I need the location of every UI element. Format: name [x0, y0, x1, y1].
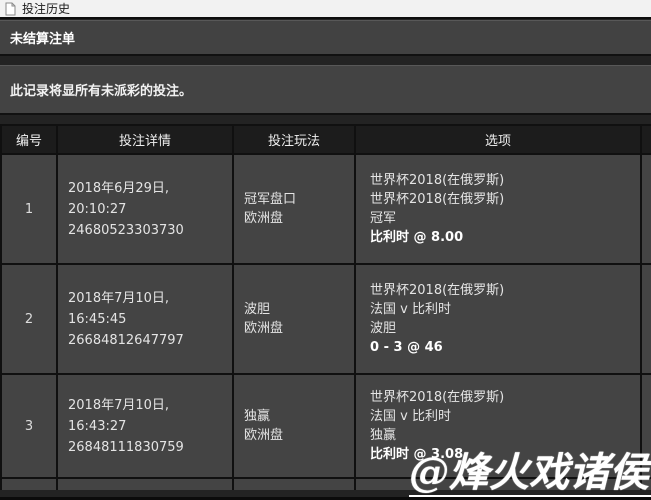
- selection-cell: 世界杯2018(在俄罗斯) 法国 v 比利时 波胆 0 - 3 @ 46: [354, 263, 642, 375]
- selection-cell: 世界杯2018(在俄罗斯) 世界杯2018(在俄罗斯) 冠军 比利时 @ 8.0…: [354, 153, 642, 265]
- selection-event: 法国 v 比利时: [370, 409, 451, 424]
- column-header-overflow: [640, 124, 651, 155]
- page-titlebar: 投注历史: [0, 0, 651, 19]
- column-header-number: 编号: [0, 124, 58, 155]
- table-header-row: 编号 投注详情 投注玩法 选项: [0, 124, 651, 155]
- bottom-divider: [0, 497, 651, 500]
- bet-ticket-id: 26848111830759: [68, 439, 184, 455]
- selection-market: 冠军: [370, 211, 397, 226]
- document-icon: [5, 2, 16, 16]
- selection-pick: 比利时 @ 3.08: [370, 447, 464, 462]
- table-row-partial: [0, 477, 651, 490]
- column-header-bet-details: 投注详情: [56, 124, 234, 155]
- bet-ticket-id: 24680523303730: [68, 222, 184, 238]
- unsettled-bets-header: 未结算注单: [0, 20, 651, 56]
- bet-date: 2018年7月10日,: [68, 397, 170, 413]
- column-header-bet-type: 投注玩法: [232, 124, 356, 155]
- selection-market: 独赢: [370, 428, 397, 443]
- history-note-text: 此记录将显所有未派彩的投注。: [10, 84, 193, 99]
- page-title: 投注历史: [22, 2, 71, 16]
- bet-time: 16:43:27: [68, 418, 127, 434]
- bet-market: 冠军盘口: [244, 192, 297, 207]
- bet-type-cell: 波胆 欧洲盘: [232, 263, 356, 375]
- bet-odds-type: 欧洲盘: [244, 321, 284, 336]
- selection-market: 波胆: [370, 321, 397, 336]
- selection-competition: 世界杯2018(在俄罗斯): [370, 173, 505, 188]
- bet-details-cell: [56, 477, 234, 490]
- overflow-cell: [640, 153, 651, 265]
- bet-type-cell: 独赢 欧洲盘: [232, 373, 356, 479]
- bet-history-table-container: 编号 投注详情 投注玩法 选项 1 2018年6月29日, 20:10:27 2…: [0, 124, 651, 490]
- bet-type-cell: 冠军盘口 欧洲盘: [232, 153, 356, 265]
- bet-odds-type: 欧洲盘: [244, 428, 284, 443]
- bet-number: 3: [0, 373, 58, 479]
- bet-type-cell: [232, 477, 356, 490]
- table-row: 2 2018年7月10日, 16:45:45 26684812647797 波胆…: [0, 263, 651, 375]
- bet-number: [0, 477, 58, 490]
- selection-cell: 世界杯2018(在俄罗斯) 法国 v 比利时 独赢 比利时 @ 3.08: [354, 373, 642, 479]
- selection-competition: 世界杯2018(在俄罗斯): [370, 390, 505, 405]
- selection-cell: [354, 477, 642, 490]
- selection-competition: 世界杯2018(在俄罗斯): [370, 283, 505, 298]
- selection-event: 世界杯2018(在俄罗斯): [370, 192, 505, 207]
- table-row: 3 2018年7月10日, 16:43:27 26848111830759 独赢…: [0, 373, 651, 479]
- bet-date: 2018年7月10日,: [68, 290, 170, 306]
- bet-market: 波胆: [244, 302, 271, 317]
- bet-details-cell: 2018年7月10日, 16:45:45 26684812647797: [56, 263, 234, 375]
- bet-number: 2: [0, 263, 58, 375]
- bet-odds-type: 欧洲盘: [244, 211, 284, 226]
- column-header-selection: 选项: [354, 124, 642, 155]
- watermark-text: @烽火戏诸侯: [409, 449, 651, 498]
- bet-ticket-id: 26684812647797: [68, 332, 184, 348]
- table-row: 1 2018年6月29日, 20:10:27 24680523303730 冠军…: [0, 153, 651, 265]
- bet-date: 2018年6月29日,: [68, 180, 170, 196]
- bet-details-cell: 2018年7月10日, 16:43:27 26848111830759: [56, 373, 234, 479]
- selection-event: 法国 v 比利时: [370, 302, 451, 317]
- bet-time: 16:45:45: [68, 311, 127, 327]
- selection-pick: 比利时 @ 8.00: [370, 230, 464, 245]
- bet-market: 独赢: [244, 409, 271, 424]
- unsettled-bets-header-label: 未结算注单: [10, 32, 76, 47]
- bet-number: 1: [0, 153, 58, 265]
- selection-pick: 0 - 3 @ 46: [370, 340, 443, 355]
- bet-time: 20:10:27: [68, 201, 127, 217]
- history-note-bar: 此记录将显所有未派彩的投注。: [0, 65, 651, 115]
- bet-details-cell: 2018年6月29日, 20:10:27 24680523303730: [56, 153, 234, 265]
- overflow-cell: [640, 263, 651, 375]
- bet-history-table: 编号 投注详情 投注玩法 选项 1 2018年6月29日, 20:10:27 2…: [0, 124, 651, 490]
